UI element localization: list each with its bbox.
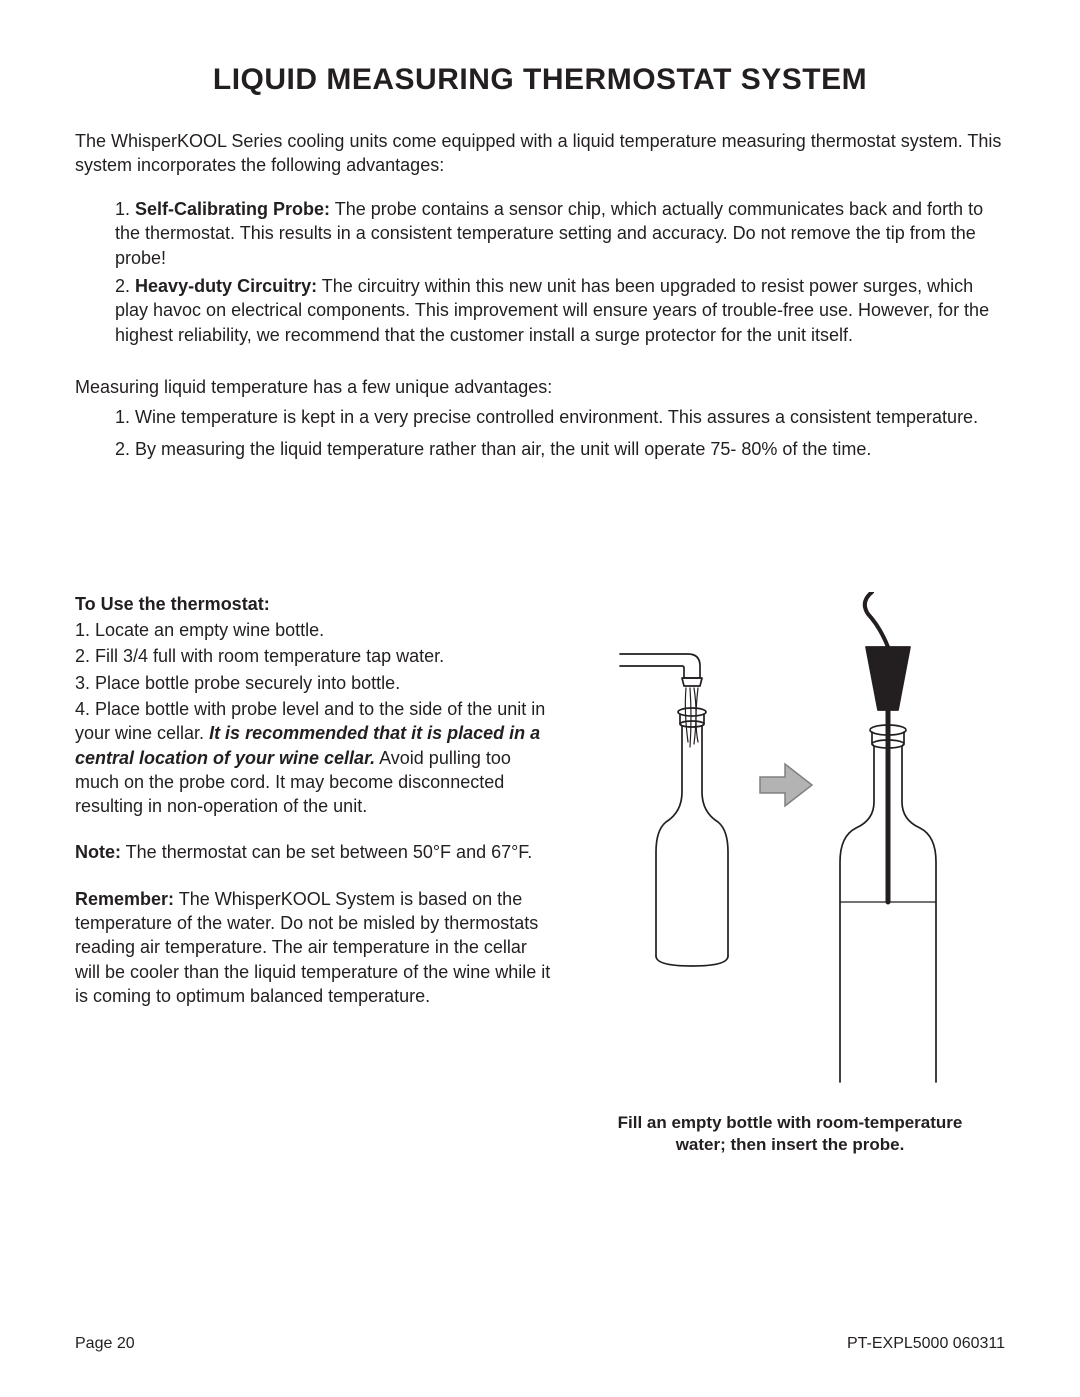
bottle-lip-icon <box>678 708 706 716</box>
footer-page-number: Page 20 <box>75 1333 135 1355</box>
advantage-item: 1. Wine temperature is kept in a very pr… <box>115 405 1005 429</box>
bottle-neck-icon <box>702 714 728 956</box>
footer-doc-code: PT-EXPL5000 060311 <box>847 1333 1005 1355</box>
step-item: 1. Locate an empty wine bottle. <box>75 618 555 642</box>
use-heading: To Use the thermostat: <box>75 594 270 614</box>
intro-paragraph: The WhisperKOOL Series cooling units com… <box>75 129 1005 178</box>
illustration-caption: Fill an empty bottle with room-temperatu… <box>575 1112 1005 1156</box>
note-label: Note: <box>75 842 121 862</box>
caption-line: water; then insert the probe. <box>676 1135 905 1154</box>
water-stream-icon <box>685 688 698 747</box>
bottle-neck-icon <box>656 714 682 956</box>
note-text: The thermostat can be set between 50°F a… <box>121 842 532 862</box>
page-footer: Page 20 PT-EXPL5000 060311 <box>75 1333 1005 1355</box>
bottle-ring-icon <box>680 721 704 727</box>
remember-block: Remember: The WhisperKOOL System is base… <box>75 887 555 1008</box>
instructions-column: To Use the thermostat: 1. Locate an empt… <box>75 592 575 1026</box>
arrow-icon <box>760 764 812 806</box>
bottle-illustration <box>600 592 980 1092</box>
advantages-list: 1. Wine temperature is kept in a very pr… <box>115 405 1005 462</box>
feature-num: 1. <box>115 199 130 219</box>
step-item: 3. Place bottle probe securely into bott… <box>75 671 555 695</box>
step-item: 2. Fill 3/4 full with room temperature t… <box>75 644 555 668</box>
faucet-icon <box>620 654 700 678</box>
faucet-aerator-icon <box>682 678 702 686</box>
left-bottle-group <box>620 654 728 966</box>
right-bottle-group <box>840 592 936 1082</box>
feature-list: 1. Self-Calibrating Probe: The probe con… <box>115 197 1000 347</box>
feature-item: 2. Heavy-duty Circuitry: The circuitry w… <box>115 274 1000 347</box>
feature-num: 2. <box>115 276 130 296</box>
advantages-intro: Measuring liquid temperature has a few u… <box>75 375 1005 399</box>
probe-cord-icon <box>865 592 888 647</box>
caption-line: Fill an empty bottle with room-temperatu… <box>618 1113 963 1132</box>
advantage-item: 2. By measuring the liquid temperature r… <box>115 437 1005 461</box>
feature-label: Heavy-duty Circuitry: <box>135 276 317 296</box>
bottle-outline-icon <box>840 732 874 1082</box>
stopper-icon <box>866 647 910 710</box>
feature-label: Self-Calibrating Probe: <box>135 199 330 219</box>
page-title: LIQUID MEASURING THERMOSTAT SYSTEM <box>75 60 1005 101</box>
bottle-base-icon <box>656 956 728 966</box>
illustration-column: Fill an empty bottle with room-temperatu… <box>575 592 1005 1156</box>
manual-page: LIQUID MEASURING THERMOSTAT SYSTEM The W… <box>0 0 1080 1397</box>
note-block: Note: The thermostat can be set between … <box>75 840 555 864</box>
bottle-outline-icon <box>902 732 936 1082</box>
step-item: 4. Place bottle with probe level and to … <box>75 697 555 818</box>
remember-label: Remember: <box>75 889 174 909</box>
feature-item: 1. Self-Calibrating Probe: The probe con… <box>115 197 1000 270</box>
